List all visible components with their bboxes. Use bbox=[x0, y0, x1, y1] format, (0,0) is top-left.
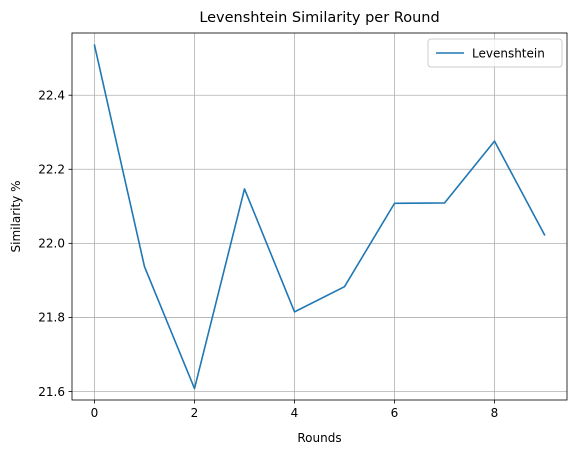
y-tick-label: 22.0 bbox=[38, 237, 65, 251]
x-axis-label: Rounds bbox=[297, 431, 341, 445]
legend: Levenshtein bbox=[427, 38, 563, 68]
y-tick-label: 22.2 bbox=[38, 163, 65, 177]
y-axis-label: Similarity % bbox=[9, 181, 23, 253]
y-tick-label: 22.4 bbox=[38, 89, 65, 103]
x-tick-label: 0 bbox=[91, 406, 99, 420]
ticks: 0 2 4 6 8 21.6 21.8 22.0 22.2 22.4 bbox=[38, 89, 498, 420]
chart-title: Levenshtein Similarity per Round bbox=[199, 10, 439, 26]
x-tick-label: 2 bbox=[191, 406, 199, 420]
series-layer bbox=[93, 44, 546, 390]
legend-label: Levenshtein bbox=[472, 46, 545, 60]
plot-area bbox=[72, 33, 567, 400]
x-tick-label: 8 bbox=[491, 406, 499, 420]
legend-box bbox=[427, 38, 563, 68]
y-tick-label: 21.6 bbox=[38, 385, 65, 399]
x-tick-label: 6 bbox=[391, 406, 399, 420]
y-tick-label: 21.8 bbox=[38, 311, 65, 325]
plot-frame bbox=[71, 32, 568, 401]
series-line bbox=[93, 44, 546, 390]
x-tick-label: 4 bbox=[291, 406, 299, 420]
grid bbox=[72, 33, 567, 400]
